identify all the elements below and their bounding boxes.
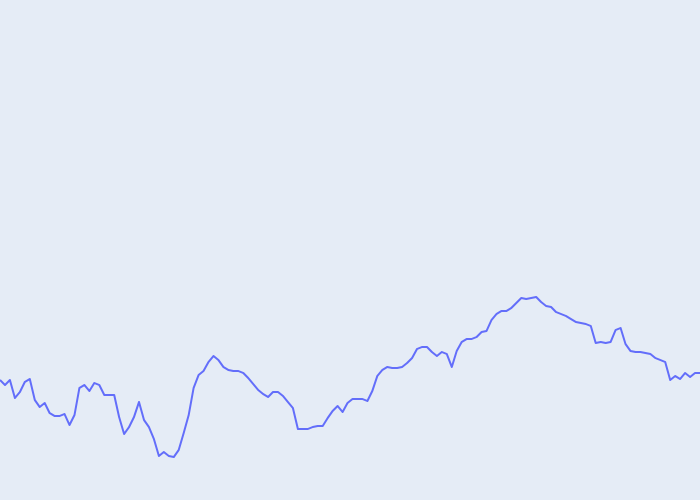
series-line-1 xyxy=(0,296,700,458)
series-layer xyxy=(0,296,700,458)
